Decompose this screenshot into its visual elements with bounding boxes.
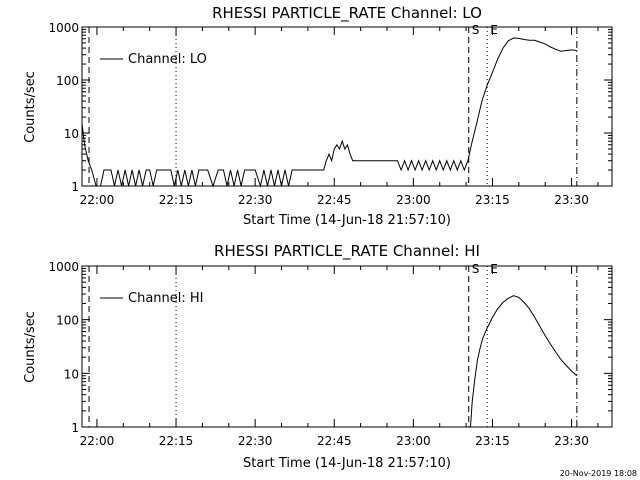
event-marker-label: S [472, 262, 480, 276]
x-axis-label-lo: Start Time (14-Jun-18 21:57:10) [243, 213, 451, 228]
y-axis-label-lo: Counts/sec [23, 71, 38, 143]
x-tick-label: 23:00 [396, 434, 431, 448]
series-line-lo [81, 37, 577, 188]
x-tick-label: 22:00 [80, 434, 115, 448]
series-line-hi [470, 295, 578, 428]
x-tick-label: 23:15 [475, 193, 510, 207]
x-tick-label: 22:30 [238, 434, 273, 448]
y-axis-label-hi: Counts/sec [23, 311, 38, 383]
y-tick-label: 100 [56, 74, 79, 88]
x-axis-label-hi: Start Time (14-Jun-18 21:57:10) [243, 456, 451, 471]
panel-hi: 1 10 100 1000 22:00 22:15 22:30 22:45 23:00 23:15… [48, 260, 613, 448]
event-marker-label: E [490, 262, 498, 276]
event-marker-label: E [490, 23, 498, 37]
panel-lo: 1 10 100 1000 22:00 22:15 22:30 22:45 23:00 23:15… [48, 21, 613, 207]
y-tick-label: 1 [71, 421, 79, 435]
y-tick-label: 1000 [48, 260, 79, 274]
y-tick-label: 10 [64, 367, 79, 381]
x-tick-label: 23:00 [396, 193, 431, 207]
x-tick-label: 22:15 [159, 434, 194, 448]
y-tick-label: 100 [56, 314, 79, 328]
x-tick-label: 22:00 [80, 193, 115, 207]
chart-title-hi: RHESSI PARTICLE_RATE Channel: HI [214, 242, 480, 261]
event-marker-label: S [472, 23, 480, 37]
footer-stamp: 20-Nov-2019 18:08 [560, 469, 637, 478]
legend-label-lo: Channel: LO [128, 52, 207, 67]
x-tick-label: 22:30 [238, 193, 273, 207]
x-tick-label: 22:15 [159, 193, 194, 207]
y-tick-label: 10 [64, 127, 79, 141]
y-tick-label: 1000 [48, 21, 79, 35]
plot-frame-hi [81, 265, 613, 428]
x-tick-label: 22:45 [317, 434, 352, 448]
x-tick-label: 23:30 [554, 193, 589, 207]
chart-title-lo: RHESSI PARTICLE_RATE Channel: LO [212, 4, 482, 23]
y-tick-label: 1 [71, 180, 79, 194]
x-tick-label: 23:30 [554, 434, 589, 448]
plot-frame-lo [81, 26, 613, 187]
x-tick-label: 22:45 [317, 193, 352, 207]
legend-label-hi: Channel: HI [128, 291, 204, 306]
x-tick-label: 23:15 [475, 434, 510, 448]
